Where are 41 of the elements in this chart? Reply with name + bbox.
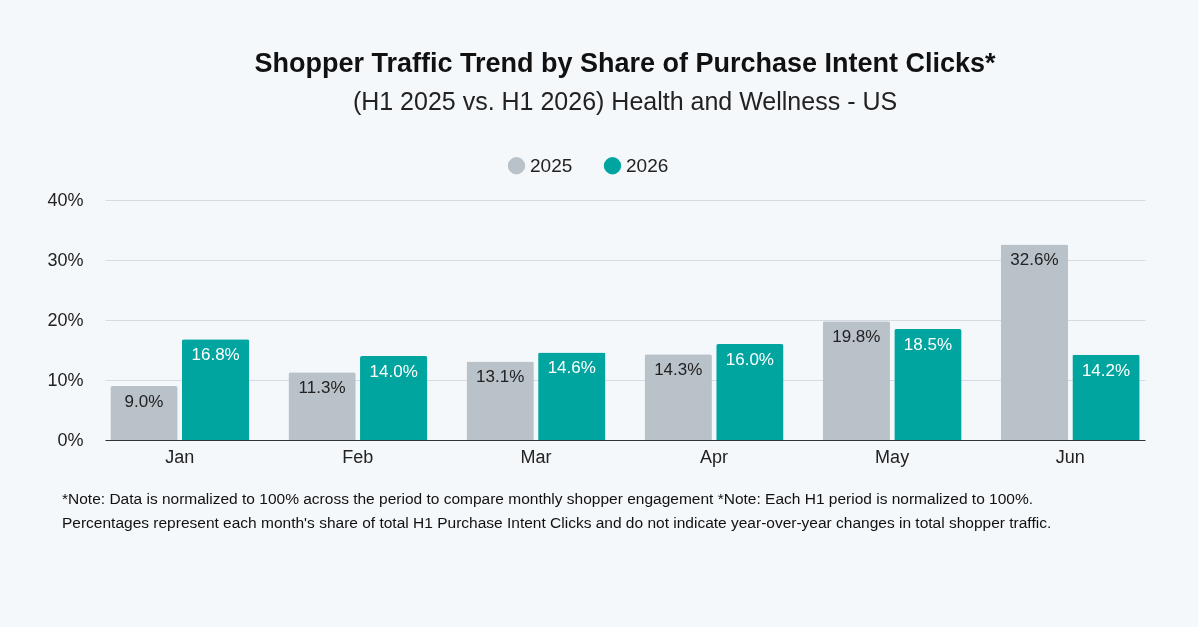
data-label: 19.8% [832,327,881,347]
y-tick-label: 10% [47,369,84,390]
x-tick-label: Mar [520,446,552,467]
x-tick-label: Jun [1055,446,1085,467]
y-tick-label: 40% [47,189,84,210]
legend-label: 2025 [530,154,573,176]
bar [822,321,890,440]
y-tick-label: 0% [57,429,84,450]
data-label: 16.8% [191,345,240,365]
chart-subtitle: (H1 2025 vs. H1 2026) Health and Wellness - US [352,87,898,115]
data-label: 13.1% [476,367,525,387]
data-label: 11.3% [298,378,346,398]
text: Percentages represent each month's share of total H1 Purchase Intent Clicks and do not indicate year-over-year changes in total shopper traffic. [62,513,1052,533]
bar [894,329,962,440]
bar [1000,244,1069,440]
bar [181,339,250,440]
data-label: 14.2% [1081,360,1131,380]
data-label: 14.6% [547,358,596,378]
data-label: 14.0% [369,362,418,381]
legend-label: 2026 [626,154,669,176]
data-label: 32.6% [1010,250,1059,270]
bar [716,344,784,440]
data-label: 9.0% [124,392,164,411]
bar [360,356,428,440]
text: *Note: Data is normalized to 100% across the period to compare monthly shopper engagement *Note: Each H1 period is normalized to 100%. [62,489,1034,509]
x-tick-label: Feb [342,446,374,467]
data-label: 16.0% [725,350,774,369]
bar [538,352,606,440]
chart-title: Shopper Traffic Trend by Share of Purchase Intent Clicks* [254,48,997,78]
y-tick-label: 30% [47,249,84,270]
bar [288,372,356,440]
x-tick-label: Jan [165,446,195,467]
bar [110,386,178,440]
x-tick-label: Apr [700,446,729,467]
y-tick-label: 20% [47,309,84,330]
data-label: 14.3% [654,360,703,380]
data-label: 18.5% [903,335,953,354]
bar [1072,354,1140,440]
bar [644,354,712,440]
x-tick-label: May [875,446,910,467]
bar [466,361,534,440]
